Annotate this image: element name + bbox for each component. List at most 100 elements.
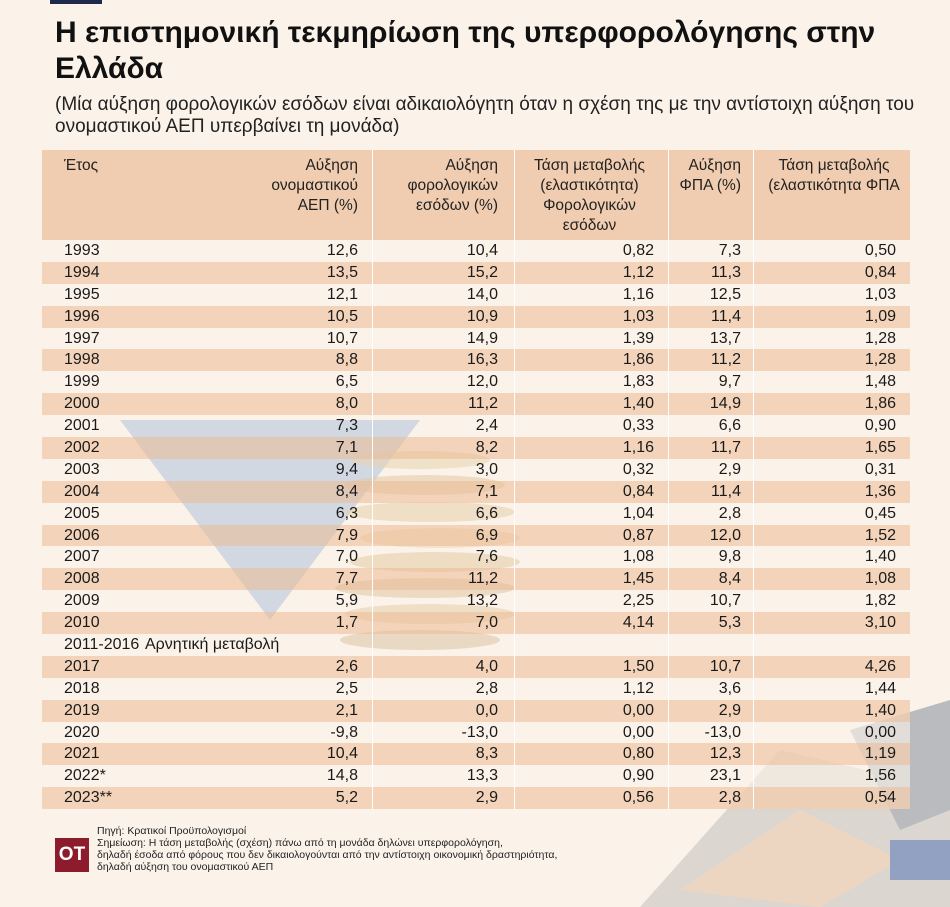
- note-line-2: δηλαδή έσοδα από φόρους που δεν δικαιολο…: [97, 849, 558, 861]
- table-row: 2021 10,4 8,3 0,80 12,3 1,19: [42, 743, 910, 766]
- col-header-vat-elasticity: Τάση μεταβολής (ελαστικότητα ΦΠΑ: [768, 157, 900, 194]
- cell-tax-elasticity: 1,12: [515, 261, 669, 284]
- cell-vat: 11,4: [669, 480, 754, 503]
- cell-vat-elasticity: 1,65: [864, 439, 896, 457]
- cell-gdp: 12,6: [137, 240, 373, 262]
- cell-tax: 14,0: [373, 283, 515, 306]
- table-row: 1996 10,5 10,9 1,03 11,4 1,09: [42, 305, 910, 328]
- cell-tax: 8,3: [373, 743, 515, 766]
- cell-tax-elasticity: 0,80: [515, 743, 669, 766]
- table-row: 1998 8,8 16,3 1,86 11,2 1,28: [42, 349, 910, 372]
- cell-vat-elasticity: 1,40: [864, 548, 896, 566]
- cell-tax: 16,3: [373, 349, 515, 372]
- cell-vat: 14,9: [669, 393, 754, 416]
- cell-vat-elasticity: 0,84: [864, 263, 896, 281]
- cell-gdp: 14,8: [137, 765, 373, 788]
- cell-tax-elasticity: 0,56: [515, 787, 669, 810]
- cell-vat: 12,3: [669, 743, 754, 766]
- cell-vat: 10,7: [669, 655, 754, 678]
- cell-gdp: 7,9: [137, 524, 373, 547]
- page-subtitle: (Μία αύξηση φορολογικών εσόδων είναι αδι…: [55, 94, 915, 137]
- cell-tax-elasticity: 1,83: [515, 371, 669, 394]
- cell-vat-elasticity: 0,54: [864, 789, 896, 807]
- cell-tax-elasticity: 0,00: [515, 699, 669, 722]
- cell-vat: 3,6: [669, 677, 754, 700]
- table-row: 2009 5,9 13,2 2,25 10,7 1,82: [42, 590, 910, 613]
- cell-tax: 2,4: [373, 415, 515, 438]
- cell-vat-elasticity: 1,86: [864, 395, 896, 413]
- table-row: 2018 2,5 2,8 1,12 3,6 1,44: [42, 677, 910, 700]
- cell-tax: 10,9: [373, 305, 515, 328]
- cell-tax-elasticity: 1,16: [515, 283, 669, 306]
- table-row: 2006 7,9 6,9 0,87 12,0 1,52: [42, 524, 910, 547]
- cell-vat: -13,0: [669, 721, 754, 744]
- cell-tax-elasticity: 0,00: [515, 721, 669, 744]
- cell-gdp: 7,0: [137, 546, 373, 569]
- cell-vat-elasticity: 1,28: [864, 351, 896, 369]
- cell-tax: 12,0: [373, 371, 515, 394]
- cell-gdp: 10,7: [137, 327, 373, 350]
- cell-year: 1996: [64, 307, 100, 325]
- cell-year: 1995: [64, 285, 100, 303]
- table-row: 2011-2016 Αρνητική μεταβολή: [42, 634, 910, 656]
- cell-gdp: 6,3: [137, 502, 373, 525]
- cell-gdp: [137, 634, 373, 656]
- cell-year: 2005: [64, 504, 100, 522]
- table-header: Έτος Αύξηση ονομαστικού ΑΕΠ (%) Αύξηση φ…: [42, 150, 910, 240]
- table-row: 2008 7,7 11,2 1,45 8,4 1,08: [42, 568, 910, 591]
- cell-vat-elasticity: 0,90: [864, 417, 896, 435]
- cell-tax: 7,6: [373, 546, 515, 569]
- cell-year: 1993: [64, 242, 100, 259]
- cell-tax: 8,2: [373, 437, 515, 459]
- table-row: 2023** 5,2 2,9 0,56 2,8 0,54: [42, 787, 910, 810]
- col-header-gdp: Αύξηση ονομαστικού ΑΕΠ (%): [137, 150, 373, 240]
- cell-year: 2021: [64, 745, 100, 763]
- cell-vat: 23,1: [669, 765, 754, 788]
- table-row: 1994 13,5 15,2 1,12 11,3 0,84: [42, 261, 910, 284]
- cell-vat: 9,8: [669, 546, 754, 569]
- cell-gdp: 2,1: [137, 699, 373, 722]
- cell-tax: 11,2: [373, 568, 515, 591]
- cell-year: 2009: [64, 592, 100, 610]
- cell-tax-elasticity: 0,84: [515, 480, 669, 503]
- table-row: 2001 7,3 2,4 0,33 6,6 0,90: [42, 415, 910, 438]
- cell-vat: 7,3: [669, 240, 754, 262]
- note-line-1: Σημείωση: Η τάση μεταβολής (σχέση) πάνω …: [97, 837, 503, 849]
- cell-vat: 9,7: [669, 371, 754, 394]
- cell-gdp: 6,5: [137, 371, 373, 394]
- cell-vat-elasticity: 1,09: [864, 307, 896, 325]
- cell-vat-elasticity: 1,40: [864, 701, 896, 719]
- table-row: 2000 8,0 11,2 1,40 14,9 1,86: [42, 393, 910, 416]
- cell-tax: 13,3: [373, 765, 515, 788]
- cell-vat-elasticity: 1,08: [864, 570, 896, 588]
- cell-year: 2022*: [64, 767, 106, 785]
- table-row: 2022* 14,8 13,3 0,90 23,1 1,56: [42, 765, 910, 788]
- cell-vat: [669, 634, 754, 656]
- cell-year: 2023**: [64, 789, 113, 807]
- table-row: 2020 -9,8 -13,0 0,00 -13,0 0,00: [42, 721, 910, 744]
- cell-tax-elasticity: 0,90: [515, 765, 669, 788]
- cell-year: 2002: [64, 439, 100, 457]
- cell-gdp: 1,7: [137, 612, 373, 635]
- cell-year: 2011-2016 Αρνητική μεταβολή: [42, 634, 279, 656]
- cell-year: 1994: [64, 263, 100, 281]
- page-title: Η επιστημονική τεκμηρίωση της υπερφορολό…: [55, 16, 876, 85]
- table-row: 2007 7,0 7,6 1,08 9,8 1,40: [42, 546, 910, 569]
- cell-gdp: 8,4: [137, 480, 373, 503]
- cell-tax-elasticity: 1,08: [515, 546, 669, 569]
- cell-vat: 11,2: [669, 349, 754, 372]
- cell-year: 2018: [64, 679, 100, 697]
- cell-tax: 4,0: [373, 655, 515, 678]
- table-row: 2019 2,1 0,0 0,00 2,9 1,40: [42, 699, 910, 722]
- cell-year: 2010: [64, 614, 100, 632]
- cell-tax-elasticity: 1,03: [515, 305, 669, 328]
- cell-vat-elasticity: 0,31: [864, 460, 896, 478]
- cell-tax: 7,1: [373, 480, 515, 503]
- cell-tax-elasticity: 1,45: [515, 568, 669, 591]
- cell-vat-elasticity: 1,28: [864, 329, 896, 347]
- cell-gdp: 10,5: [137, 305, 373, 328]
- cell-vat-elasticity: 1,44: [864, 679, 896, 697]
- cell-vat-elasticity: 4,26: [864, 657, 896, 675]
- cell-tax: 11,2: [373, 393, 515, 416]
- cell-tax: 2,8: [373, 677, 515, 700]
